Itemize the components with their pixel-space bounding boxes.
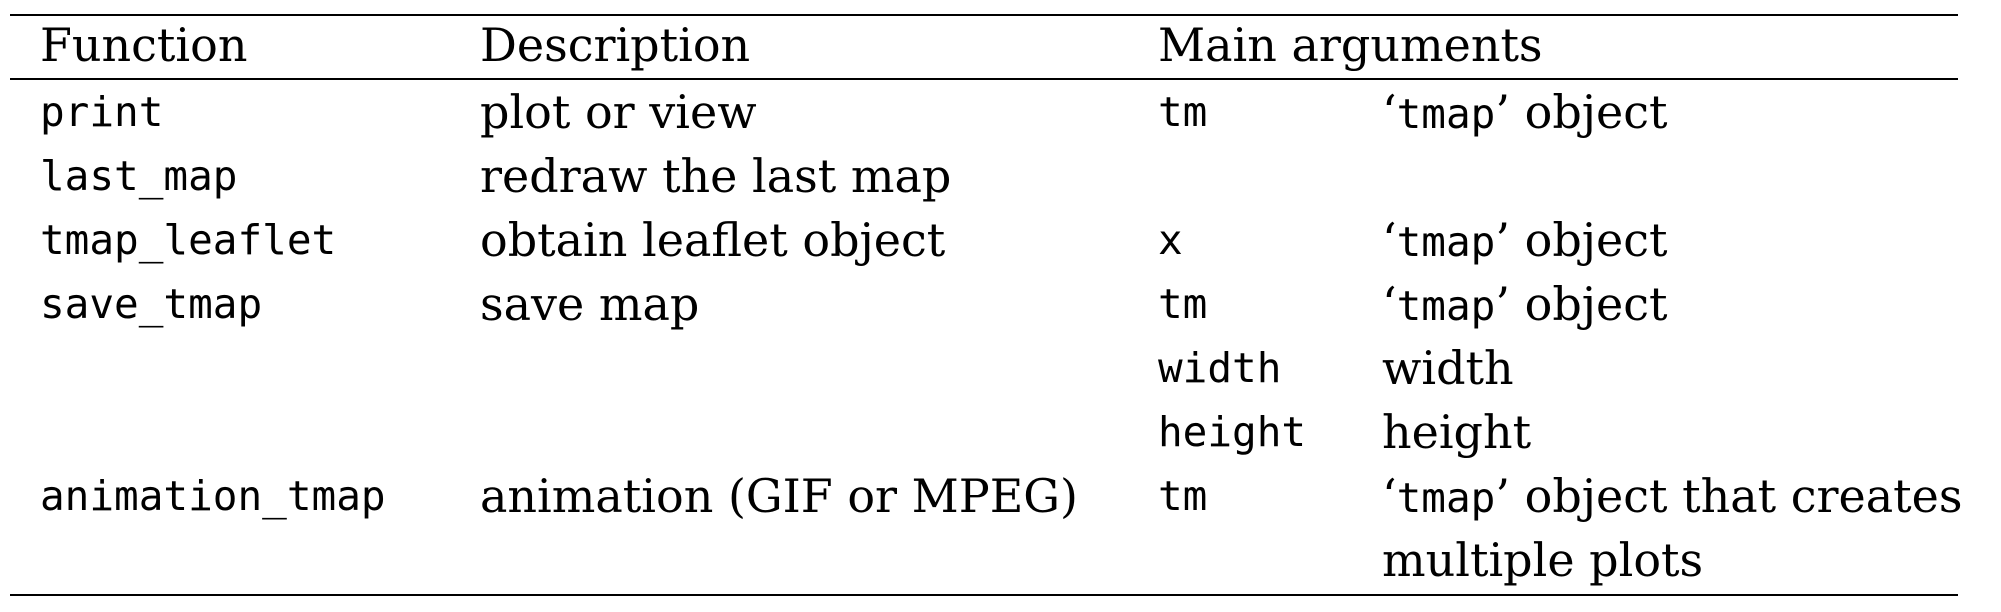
table-row: last_map redraw the last map xyxy=(10,144,1958,208)
function-name: save_tmap xyxy=(40,280,263,328)
argument-name: tm xyxy=(1158,280,1208,328)
argument-name: tm xyxy=(1158,472,1208,520)
function-description: obtain leaflet object xyxy=(480,213,946,267)
function-name: tmap_leaflet xyxy=(40,216,337,264)
arg-desc-post: ’ object xyxy=(1495,277,1668,331)
function-description: plot or view xyxy=(480,85,757,139)
function-name: last_map xyxy=(40,152,238,200)
arg-desc-pre: ‘ xyxy=(1382,277,1397,331)
table-row: print plot or view tm ‘tmap’ object xyxy=(10,80,1958,144)
argument-name: tm xyxy=(1158,88,1208,136)
table-row: height height xyxy=(10,400,1958,464)
argument-name: height xyxy=(1158,408,1307,456)
function-description: redraw the last map xyxy=(480,149,952,203)
argument-description: height xyxy=(1382,400,1531,464)
table-row: width width xyxy=(10,336,1958,400)
table-top-rule xyxy=(10,14,1958,16)
arg-desc-pre: height xyxy=(1382,405,1532,459)
header-description: Description xyxy=(480,18,751,72)
argument-name: x xyxy=(1158,216,1183,264)
argument-description: width xyxy=(1382,336,1514,400)
argument-description: ‘tmap’ object xyxy=(1382,208,1668,272)
arg-desc-code: tmap xyxy=(1396,90,1496,138)
argument-description: ‘tmap’ object xyxy=(1382,80,1668,144)
argument-description: multiple plots xyxy=(1382,528,1703,592)
table-row: save_tmap save map tm ‘tmap’ object xyxy=(10,272,1958,336)
table-bottom-rule xyxy=(10,594,1958,596)
function-description: save map xyxy=(480,277,700,331)
function-name: print xyxy=(40,88,164,136)
argument-name: width xyxy=(1158,344,1282,392)
arg-desc-pre: width xyxy=(1382,341,1514,395)
arg-desc-code: tmap xyxy=(1396,282,1496,330)
arg-desc-pre: ‘ xyxy=(1382,469,1397,523)
arg-desc-post: ’ object xyxy=(1495,85,1668,139)
arg-desc-code: tmap xyxy=(1396,218,1496,266)
arg-desc-post: ’ object xyxy=(1495,213,1668,267)
table-header-rule xyxy=(10,78,1958,80)
arg-desc-pre: ‘ xyxy=(1382,213,1397,267)
arg-desc-pre: ‘ xyxy=(1382,85,1397,139)
argument-description: ‘tmap’ object xyxy=(1382,272,1668,336)
header-function: Function xyxy=(40,18,248,72)
table-row: multiple plots xyxy=(10,528,1958,592)
table-body: print plot or view tm ‘tmap’ object last… xyxy=(10,80,1962,592)
arg-desc-post: ’ object that creates xyxy=(1495,469,1963,523)
table-header-row: Function Description Main arguments xyxy=(10,16,1958,78)
table-row: animation_tmap animation (GIF or MPEG) t… xyxy=(10,464,1962,528)
function-table: Function Description Main arguments prin… xyxy=(10,14,1962,596)
function-name: animation_tmap xyxy=(40,472,386,520)
argument-description: ‘tmap’ object that creates xyxy=(1382,464,1962,528)
arg-desc-pre: multiple plots xyxy=(1382,533,1704,587)
function-description: animation (GIF or MPEG) xyxy=(480,469,1078,523)
header-main-arguments: Main arguments xyxy=(1158,18,1543,72)
arg-desc-code: tmap xyxy=(1396,474,1496,522)
table-row: tmap_leaflet obtain leaflet object x ‘tm… xyxy=(10,208,1958,272)
